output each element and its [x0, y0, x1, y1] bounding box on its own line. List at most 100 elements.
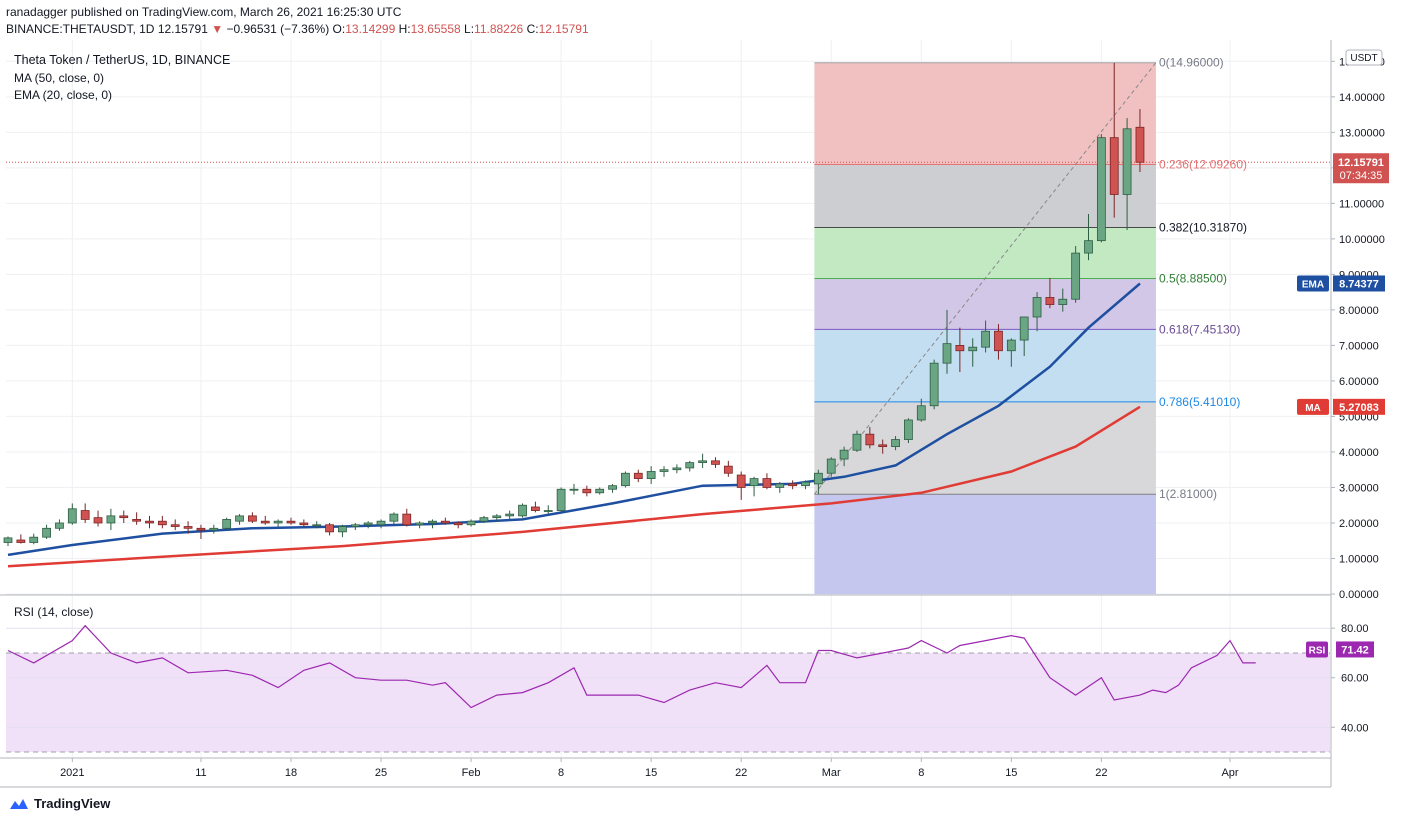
countdown-badge-value: 07:34:35: [1340, 170, 1383, 182]
candle-body: [556, 488, 566, 511]
candle: [981, 320, 990, 353]
fib-level-label: 0.236(12.09260): [1159, 158, 1247, 172]
candle: [1135, 109, 1145, 173]
candle: [338, 524, 347, 538]
tradingview-cloud-icon: [10, 798, 28, 809]
candle: [325, 522, 334, 536]
time-axis-label: 2021: [60, 767, 84, 779]
candle-body: [157, 520, 167, 526]
candle-body: [878, 444, 888, 448]
candle: [453, 521, 463, 529]
candle-body: [595, 488, 605, 494]
candle: [1096, 134, 1106, 243]
ma-legend[interactable]: MA (50, close, 0): [14, 71, 105, 85]
ma-badge-label-box: [1297, 398, 1329, 415]
rsi-axis-label: 80.00: [1341, 623, 1369, 635]
candle: [826, 457, 836, 477]
candle: [518, 503, 527, 518]
low-label: L:: [464, 22, 475, 36]
candle: [904, 418, 913, 444]
candle: [402, 508, 412, 527]
candle: [942, 309, 952, 374]
candle: [363, 521, 373, 529]
candle: [479, 515, 489, 523]
currency-badge-text: USDT: [1350, 53, 1377, 64]
change-value: −0.96531 (−7.36%): [226, 22, 330, 36]
candle-body: [222, 519, 232, 529]
price-axis-label: 6.00000: [1339, 376, 1379, 388]
candle-body: [1019, 316, 1029, 341]
price-axis-label: 11.00000: [1339, 198, 1384, 210]
candle-body: [865, 433, 875, 446]
fib-level-label: 0.618(7.45130): [1159, 322, 1240, 336]
rsi-badge-value-box: [1336, 641, 1374, 658]
candle: [1032, 292, 1042, 332]
candle: [955, 327, 965, 373]
currency-badge: USDT: [1345, 49, 1383, 66]
candle-body: [183, 526, 193, 529]
ema-legend[interactable]: EMA (20, close, 0): [14, 88, 113, 102]
rsi-badge-label-box: [1306, 641, 1328, 658]
time-axis-label: 22: [1095, 767, 1107, 779]
candle: [878, 439, 888, 454]
candle-body: [736, 474, 746, 488]
candle-body: [1045, 297, 1055, 305]
chart-title: Theta Token / TetherUS, 1D, BINANCE: [14, 53, 231, 67]
candle-body: [440, 520, 450, 524]
candle-body: [260, 520, 270, 524]
candle-body: [350, 524, 360, 527]
fib-trend-line: [813, 62, 1157, 495]
candle-body: [235, 515, 244, 522]
candle-body: [505, 513, 515, 517]
candle: [505, 510, 515, 520]
candle-body: [788, 483, 798, 487]
brand-name: TradingView: [34, 796, 111, 811]
rsi-band: [6, 652, 1330, 753]
candle-body: [685, 462, 695, 469]
candle: [582, 485, 592, 497]
ma-badge-label: MA: [1305, 403, 1321, 414]
change-arrow: ▼: [211, 22, 224, 36]
candle-body: [492, 515, 502, 519]
candle: [788, 480, 798, 490]
candle: [1045, 277, 1055, 309]
candle: [3, 536, 13, 547]
candle-body: [839, 449, 849, 460]
candle-body: [762, 478, 772, 488]
rsi-legend[interactable]: RSI (14, close): [14, 605, 94, 619]
candle: [1019, 316, 1029, 357]
candle-body: [826, 458, 836, 474]
price-axis-label: 2.00000: [1339, 518, 1379, 530]
candle: [42, 524, 51, 539]
ema20-line: [7, 282, 1141, 557]
candle-body: [466, 520, 476, 526]
candle: [672, 464, 682, 474]
candle-body: [376, 520, 386, 526]
candle-body: [338, 526, 347, 533]
candle: [67, 503, 77, 525]
candle-body: [518, 504, 527, 517]
candle: [556, 487, 566, 513]
tradingview-logo[interactable]: TradingView: [8, 796, 110, 811]
fib-level-label: 0.5(8.88500): [1159, 271, 1227, 285]
ma50-line: [7, 405, 1141, 568]
time-axis-label: Mar: [822, 767, 841, 779]
candle-body: [621, 472, 630, 487]
candle: [170, 519, 180, 531]
candle-body: [299, 522, 309, 526]
candle: [389, 512, 399, 525]
close-label: C:: [526, 22, 539, 36]
candle: [711, 457, 720, 468]
candle-body: [1135, 126, 1145, 163]
candle: [801, 480, 810, 490]
candle: [132, 512, 142, 525]
candle: [865, 427, 875, 449]
candle-body: [582, 488, 592, 494]
last-price-badge-value: 12.15791: [1338, 157, 1384, 169]
candle-body: [453, 522, 463, 526]
candle-body: [1122, 128, 1132, 195]
candle-body: [775, 483, 785, 488]
price-axis-label: 7.00000: [1339, 340, 1379, 352]
